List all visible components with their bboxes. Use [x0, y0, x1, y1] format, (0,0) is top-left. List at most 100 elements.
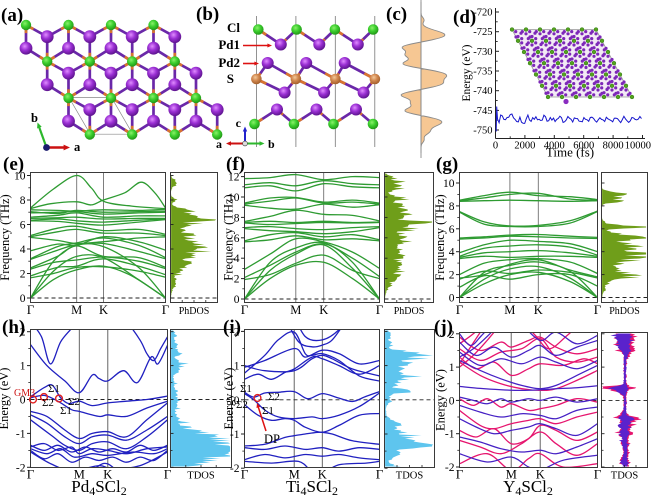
svg-text:-750: -750	[473, 126, 492, 137]
svg-text:(e): (e)	[3, 154, 24, 175]
svg-text:M: M	[506, 468, 517, 482]
svg-text:Y4SCl2: Y4SCl2	[503, 477, 553, 497]
svg-text:-730: -730	[473, 47, 492, 58]
svg-text:DP: DP	[264, 432, 280, 446]
svg-text:Energy (eV): Energy (eV)	[461, 44, 473, 101]
svg-text:-2: -2	[230, 463, 240, 475]
svg-text:c: c	[236, 116, 242, 130]
svg-text:(h): (h)	[2, 317, 25, 338]
svg-text:-1: -1	[445, 429, 455, 441]
svg-text:(g): (g)	[436, 154, 458, 175]
svg-text:-1: -1	[230, 429, 240, 441]
svg-text:Γ: Γ	[456, 467, 464, 482]
svg-text:Frequency (THz): Frequency (THz)	[0, 194, 12, 280]
svg-text:2: 2	[234, 274, 240, 286]
svg-text:Γ: Γ	[376, 467, 384, 482]
svg-text:0: 0	[234, 294, 240, 306]
svg-text:(d): (d)	[453, 7, 476, 28]
svg-text:(j): (j)	[434, 317, 453, 338]
svg-text:K: K	[534, 303, 543, 317]
svg-text:10: 10	[443, 178, 455, 190]
svg-text:Energy (eV): Energy (eV)	[222, 368, 236, 430]
svg-text:4: 4	[234, 253, 240, 265]
svg-text:Σ2: Σ2	[42, 397, 54, 409]
svg-text:Σ2: Σ2	[268, 391, 280, 403]
svg-text:-735: -735	[473, 67, 492, 78]
svg-text:1: 1	[20, 361, 26, 373]
svg-text:Γ: Γ	[594, 302, 602, 317]
svg-text:K: K	[536, 468, 545, 482]
svg-text:K: K	[319, 303, 328, 317]
svg-text:Frequency (THz): Frequency (THz)	[433, 194, 447, 280]
svg-text:Γ: Γ	[164, 467, 172, 482]
svg-text:Σ1: Σ1	[48, 383, 60, 395]
svg-text:-1: -1	[16, 428, 26, 440]
svg-text:Pd4SCl2: Pd4SCl2	[71, 477, 127, 497]
svg-text:Σ1: Σ1	[262, 405, 274, 417]
svg-text:Σ1: Σ1	[240, 383, 252, 395]
svg-text:2: 2	[449, 270, 455, 282]
svg-text:-720: -720	[473, 8, 492, 19]
svg-text:Γ: Γ	[241, 467, 249, 482]
svg-text:0: 0	[449, 395, 455, 407]
svg-text:M: M	[290, 303, 301, 317]
svg-text:Γ: Γ	[162, 302, 170, 317]
svg-text:M: M	[504, 303, 515, 317]
svg-text:Γ: Γ	[594, 467, 602, 482]
svg-text:(c): (c)	[386, 4, 407, 25]
svg-text:PhDOS: PhDOS	[394, 306, 425, 317]
svg-text:12: 12	[228, 172, 240, 184]
svg-text:(a): (a)	[1, 5, 23, 26]
svg-text:a: a	[74, 140, 81, 154]
svg-text:4: 4	[20, 244, 26, 256]
svg-text:8: 8	[449, 201, 455, 213]
svg-text:6000: 6000	[573, 141, 594, 152]
svg-text:a: a	[216, 137, 222, 151]
svg-text:(f): (f)	[226, 154, 245, 175]
svg-text:K: K	[318, 468, 327, 482]
svg-text:10: 10	[14, 171, 26, 183]
svg-text:M: M	[71, 303, 82, 317]
svg-text:0: 0	[493, 141, 498, 152]
svg-text:GM3: GM3	[14, 388, 35, 399]
svg-text:6: 6	[234, 233, 240, 245]
svg-text:2: 2	[234, 326, 240, 338]
svg-text:Cl: Cl	[227, 20, 240, 35]
svg-text:TDOS: TDOS	[396, 471, 424, 482]
svg-text:Ti4SCl2: Ti4SCl2	[286, 477, 338, 497]
svg-text:TDOS: TDOS	[187, 471, 215, 482]
svg-text:2: 2	[449, 329, 455, 341]
svg-text:(b): (b)	[196, 4, 219, 25]
svg-text:Frequency (THz): Frequency (THz)	[222, 194, 236, 280]
svg-text:(i): (i)	[223, 317, 241, 338]
svg-text:0: 0	[449, 293, 455, 305]
svg-text:0: 0	[234, 395, 240, 407]
svg-text:Time (fs): Time (fs)	[546, 145, 594, 160]
svg-text:8: 8	[20, 195, 26, 207]
svg-text:Γ: Γ	[27, 467, 35, 482]
svg-text:2000: 2000	[514, 141, 535, 152]
svg-text:2: 2	[20, 327, 26, 339]
svg-text:Energy (eV): Energy (eV)	[0, 368, 11, 430]
svg-text:10: 10	[228, 192, 240, 204]
svg-text:-725: -725	[473, 27, 492, 38]
svg-text:Σ2: Σ2	[68, 396, 80, 408]
svg-text:Γ: Γ	[27, 302, 35, 317]
svg-text:8: 8	[234, 212, 240, 224]
svg-text:M: M	[74, 468, 85, 482]
svg-text:Energy (eV): Energy (eV)	[434, 369, 448, 431]
svg-text:4000: 4000	[544, 141, 565, 152]
svg-text:-2: -2	[16, 462, 26, 474]
svg-text:4: 4	[449, 247, 455, 259]
svg-text:Pd2: Pd2	[218, 55, 240, 70]
svg-text:Σ2: Σ2	[236, 399, 248, 411]
svg-text:PhDOS: PhDOS	[609, 306, 640, 317]
svg-text:b: b	[268, 137, 275, 151]
svg-text:-740: -740	[473, 86, 492, 97]
svg-text:K: K	[103, 468, 112, 482]
svg-text:TDOS: TDOS	[611, 471, 639, 482]
svg-text:1: 1	[234, 361, 240, 373]
svg-text:2: 2	[20, 269, 26, 281]
svg-text:1: 1	[449, 362, 455, 374]
svg-text:Γ: Γ	[456, 302, 464, 317]
